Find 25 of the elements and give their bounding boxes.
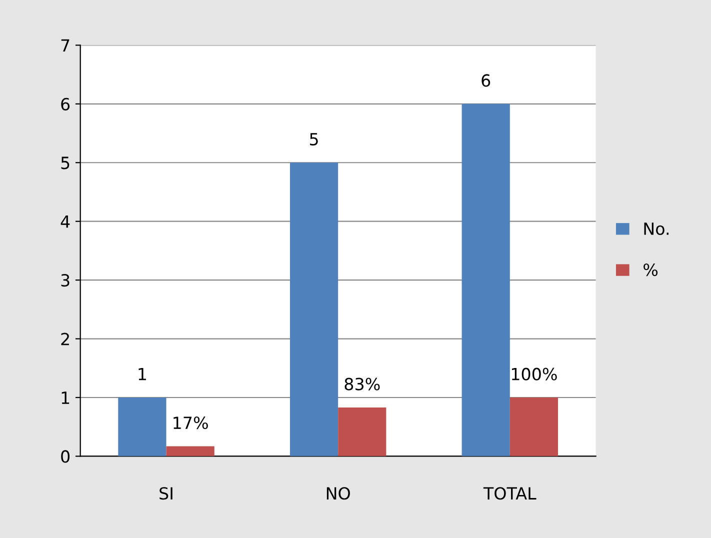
y-tick-label: 0 <box>61 450 70 463</box>
data-label: 83% <box>344 378 380 390</box>
y-tick-label: 1 <box>62 392 70 404</box>
legend-label: % <box>644 264 658 276</box>
y-tick-label: 7 <box>61 39 70 52</box>
y-tick-label: 6 <box>61 98 70 110</box>
bar <box>118 398 166 456</box>
x-tick-label: SI <box>160 487 172 500</box>
data-label: 1 <box>138 368 146 380</box>
data-label: 100% <box>512 368 557 380</box>
data-label: 6 <box>482 74 490 87</box>
bar <box>338 407 386 456</box>
x-tick-label: NO <box>326 487 350 500</box>
y-tick-label: 3 <box>61 274 70 287</box>
x-tick-label: TOTAL <box>483 487 536 500</box>
legend-label: No. <box>644 222 669 235</box>
bar <box>290 162 338 456</box>
bar <box>166 446 214 456</box>
bar <box>462 104 510 456</box>
y-tick-label: 5 <box>61 156 70 170</box>
y-tick-label: 2 <box>61 332 69 346</box>
data-label: 17% <box>174 416 208 430</box>
y-tick-label: 4 <box>60 216 70 228</box>
data-label: 5 <box>310 133 318 146</box>
bar <box>510 398 558 456</box>
